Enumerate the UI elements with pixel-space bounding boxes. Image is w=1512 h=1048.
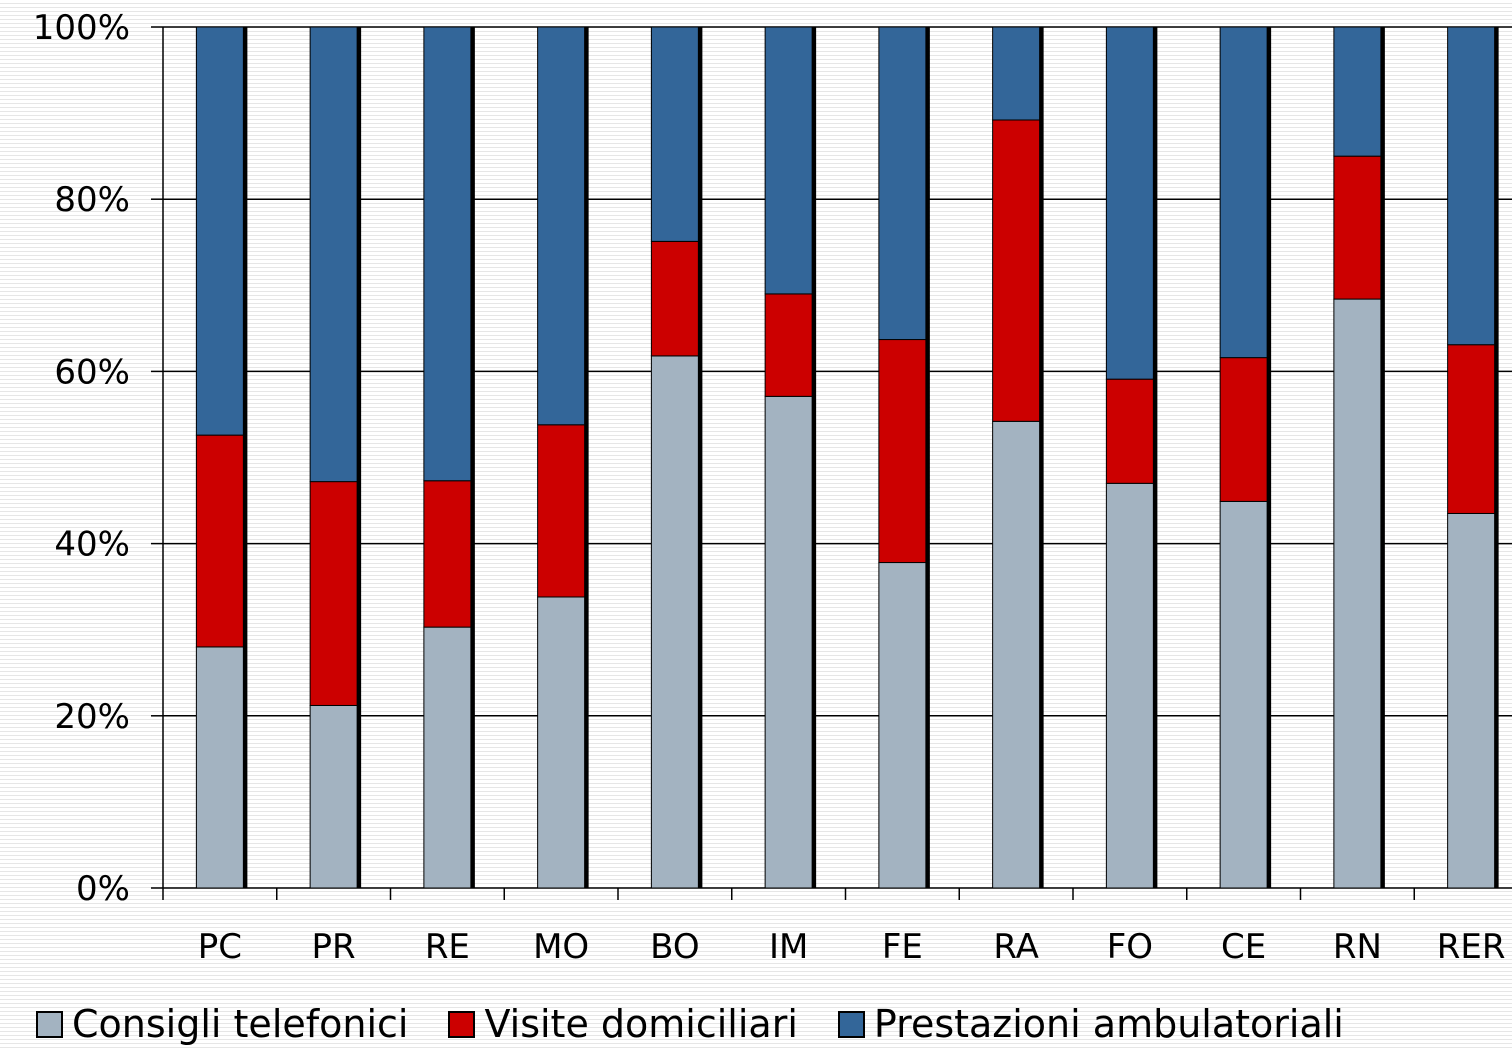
bar-segment-ra-1 [992,119,1041,422]
bar-segment-fo-0 [1105,482,1154,889]
bar-segment-rer-1 [1447,344,1496,514]
bar-shadow [243,27,248,888]
bar-segment-pr-0 [309,704,358,889]
bar-segment-fe-2 [878,26,927,341]
bar-segment-bo-2 [650,26,699,242]
x-tick-label: IM [769,927,808,967]
bar-segment-mo-1 [537,424,586,598]
bar-shadow [1380,27,1385,888]
bar-shadow [925,27,930,888]
legend: Consigli telefonici Visite domiciliari P… [36,1000,1344,1048]
x-tick-label: PC [198,927,242,967]
x-tick-label: FO [1107,927,1153,967]
bar-segment-mo-0 [537,596,586,889]
bar-shadow [698,27,703,888]
y-tick-label: 40% [54,525,130,565]
legend-swatch-visite [448,1010,476,1038]
bar-segment-ce-0 [1219,500,1268,889]
stacked-bar-chart: 0% 20% 40% 60% 80% 100% PC PR RE MO BO IM FE RA FO CE RN… [33,8,1512,967]
x-tick-label: FE [882,927,923,967]
bar-segment-fo-1 [1105,378,1154,484]
legend-item-visite: Visite domiciliari [448,1002,798,1046]
legend-label-visite: Visite domiciliari [484,1002,798,1046]
bar-segment-ce-1 [1219,357,1268,502]
y-tick-label: 100% [33,8,130,48]
y-tick-label: 20% [54,697,130,737]
legend-label-consigli: Consigli telefonici [72,1002,409,1046]
y-tick-label: 60% [54,352,130,392]
bar-shadow [812,27,817,888]
legend-item-consigli: Consigli telefonici [36,1005,408,1043]
bar-segment-rer-2 [1447,26,1496,346]
bar-segment-fo-2 [1105,26,1154,380]
bar-segment-pr-1 [309,481,358,706]
bar-segment-fe-0 [878,562,927,889]
bar-segment-im-0 [764,395,813,889]
bar-segment-re-0 [423,626,472,889]
x-tick-label: RE [425,927,470,967]
bar-segment-rn-0 [1333,298,1382,889]
bar-segment-bo-1 [650,240,699,357]
bar-segment-ra-2 [992,26,1041,121]
bar-segment-im-1 [764,293,813,397]
bar-segment-pc-0 [195,646,244,889]
bar-segment-pr-2 [309,26,358,483]
bar-segment-re-1 [423,480,472,628]
bar-shadow [1153,27,1158,888]
legend-swatch-prestazioni [837,1010,865,1038]
bar-segment-bo-0 [650,355,699,889]
bar-shadow [357,27,362,888]
bar-shadow [470,27,475,888]
bar-segment-ce-2 [1219,26,1268,359]
x-tick-label: RA [993,927,1039,967]
bar-shadow [1267,27,1272,888]
bar-segment-fe-1 [878,339,927,564]
bar-shadow [1039,27,1044,888]
x-tick-label: RN [1333,927,1382,967]
bar-segment-pc-2 [195,26,244,436]
y-tick-label: 80% [54,180,130,220]
bar-segment-re-2 [423,26,472,482]
legend-item-prestazioni: Prestazioni ambulatoriali [837,1002,1344,1046]
x-tick-label: MO [533,927,589,967]
bar-segment-mo-2 [537,26,586,426]
bar-shadow [1494,27,1499,888]
bar-segment-im-2 [764,26,813,295]
y-tick-label: 0% [76,869,130,909]
bar-segment-rn-1 [1333,155,1382,300]
legend-label-prestazioni: Prestazioni ambulatoriali [873,1002,1344,1046]
bar-segment-pc-1 [195,434,244,648]
x-tick-label: BO [650,927,700,967]
x-tick-label: CE [1221,927,1266,967]
legend-swatch-consigli [36,1010,63,1038]
bar-segment-rer-0 [1447,512,1496,889]
bar-segment-ra-0 [992,420,1041,889]
bar-segment-rn-2 [1333,26,1382,157]
x-tick-label: RER [1437,927,1506,967]
x-tick-label: PR [312,927,356,967]
bar-shadow [584,27,589,888]
